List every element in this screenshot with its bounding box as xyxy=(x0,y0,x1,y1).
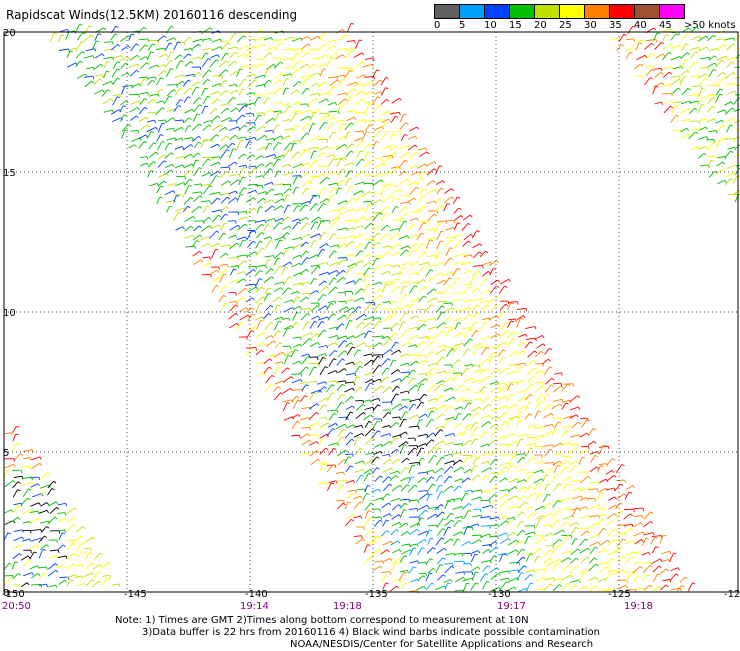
footnotes: Note: 1) Times are GMT 2)Times along bot… xyxy=(0,615,600,651)
map-gridlines xyxy=(4,32,738,592)
note-line-1: Note: 1) Times are GMT 2)Times along bot… xyxy=(115,615,600,627)
longitude-label: -124 xyxy=(724,589,740,600)
latitude-label: 20 xyxy=(3,28,16,39)
note-line-2: 3)Data buffer is 22 hrs from 20160116 4)… xyxy=(142,627,600,639)
latitude-label: 10 xyxy=(3,308,16,319)
longitude-label: -125 xyxy=(608,589,631,600)
latitude-label: 5 xyxy=(3,448,9,459)
longitude-label: -130 xyxy=(488,589,511,600)
latitude-label: 15 xyxy=(3,168,16,179)
note-line-3: NOAA/NESDIS/Center for Satellite Applica… xyxy=(290,639,600,651)
pass-time-label: 19:14 xyxy=(240,601,269,612)
pass-time-label: 19:17 xyxy=(497,601,526,612)
longitude-label: -140 xyxy=(245,589,268,600)
pass-time-label: 20:50 xyxy=(2,601,31,612)
pass-time-label: 19:18 xyxy=(333,601,362,612)
longitude-label: -135 xyxy=(365,589,388,600)
longitude-label: -145 xyxy=(124,589,147,600)
plot-frame xyxy=(4,32,738,592)
longitude-label: -150 xyxy=(2,589,25,600)
wind-barbs xyxy=(4,24,740,594)
pass-time-label: 19:18 xyxy=(624,601,653,612)
